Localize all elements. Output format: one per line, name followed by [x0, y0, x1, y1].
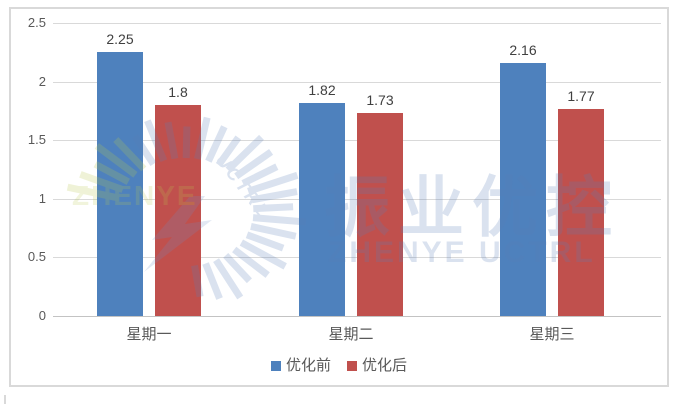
bar-value-label: 1.82 — [308, 81, 336, 98]
legend-item-优化后[interactable]: 优化后 — [347, 358, 407, 374]
category-label-1: 星期一 — [126, 326, 172, 343]
bar-value-label: 1.77 — [567, 87, 595, 104]
category-label-3: 星期三 — [529, 326, 575, 343]
legend-swatch-icon — [347, 361, 357, 371]
category-label-2: 星期二 — [328, 326, 374, 343]
y-tick-label: 2 — [38, 73, 46, 89]
y-gridline — [53, 23, 661, 24]
chart-legend: 优化前 优化后 — [9, 358, 669, 374]
y-gridline — [53, 81, 661, 83]
bar-优化后-星期三[interactable] — [558, 108, 604, 316]
page-edge-tick — [4, 395, 6, 404]
bar-优化前-星期一[interactable] — [97, 52, 143, 316]
legend-item-优化前[interactable]: 优化前 — [270, 357, 331, 374]
bar-优化前-星期三[interactable] — [500, 62, 546, 316]
x-axis-line — [53, 316, 661, 317]
bar-value-label: 2.16 — [509, 41, 537, 58]
legend-label: 优化后 — [362, 357, 408, 374]
bar-value-label: 1.73 — [366, 92, 394, 109]
y-tick-label: 0 — [38, 308, 46, 323]
bar-优化前-星期二[interactable] — [299, 102, 345, 316]
bar-value-label: 1.8 — [168, 84, 188, 101]
legend-swatch-icon — [270, 361, 281, 371]
y-tick-label: 1 — [38, 190, 46, 206]
y-tick-label: 0.5 — [27, 249, 46, 265]
bar-value-label: 2.25 — [106, 31, 134, 48]
bar-优化后-星期二[interactable] — [357, 113, 403, 316]
y-tick-label: 1.5 — [27, 132, 46, 148]
bar-优化后-星期一[interactable] — [155, 105, 201, 316]
y-tick-label: 2.5 — [27, 15, 46, 30]
legend-label: 优化前 — [285, 357, 331, 374]
